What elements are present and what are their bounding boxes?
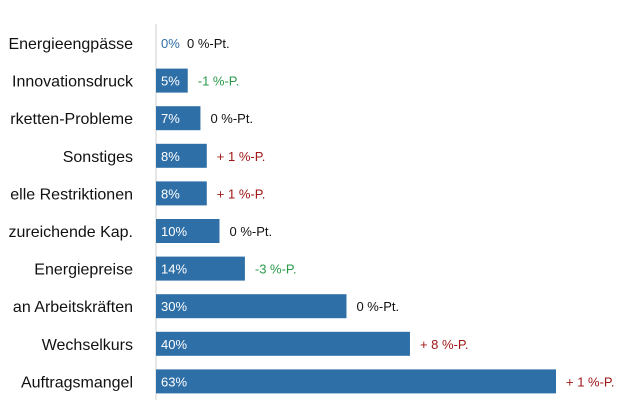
category-label: Wechselkurs [42,337,133,354]
bar-row: zureichende Kap. 10% 0 %-Pt. [8,219,272,243]
bar-value-label: 5% [161,74,180,89]
bar-row: Energiepreise 14% -3 %-P. [34,256,297,281]
bar [156,294,347,319]
bar-row: Auftragsmangel 63% + 1 %-P. [21,369,615,394]
bar [156,369,556,394]
category-label: rketten-Probleme [10,111,133,128]
bar-row: Wechselkurs 40% + 8 %-P. [42,331,469,356]
bar-value-label: 8% [161,149,180,164]
category-label: Auftragsmangel [21,374,133,391]
bar-value-label: 10% [161,224,187,239]
change-label: 0 %-Pt. [356,299,399,314]
bar-row: an Arbeitskräften 30% 0 %-Pt. [13,294,399,319]
change-label: 0 %-Pt. [187,36,230,51]
change-label: + 1 %-P. [566,374,615,389]
bar-value-label: 14% [161,262,187,277]
bar [156,219,220,243]
bar-row: Energieengpässe 0% 0 %-Pt. [8,36,229,53]
bar-value-label: 30% [161,299,187,314]
change-label: 0 %-Pt. [210,111,253,126]
category-label: an Arbeitskräften [13,299,133,316]
bar-row: elle Restriktionen 8% + 1 %-P. [10,181,266,206]
category-label: Energiepreise [34,262,133,279]
bar [156,331,410,356]
bar [156,181,207,206]
category-label: zureichende Kap. [8,224,133,241]
bar-row: Innovationsdruck 5% -1 %-P. [12,68,240,93]
change-label: + 1 %-P. [217,149,266,164]
category-label: Sonstiges [63,149,133,166]
change-label: -1 %-P. [198,74,240,89]
bar-value-label: 8% [161,186,180,201]
bar [156,256,245,281]
bar [156,68,188,93]
bar-value-label: 63% [161,374,187,389]
bar-value-label: 7% [161,111,180,126]
category-label: elle Restriktionen [10,186,133,203]
category-label: Innovationsdruck [12,74,134,91]
bar-row: Sonstiges 8% + 1 %-P. [63,143,266,168]
bar-value-label: 40% [161,337,187,352]
bar-value-label: 0% [161,36,180,51]
bar-row: rketten-Probleme 7% 0 %-Pt. [10,106,253,131]
category-label: Energieengpässe [8,36,133,53]
bar [156,106,201,131]
bar [156,143,207,168]
chart-rows: Energieengpässe 0% 0 %-Pt. Innovationsdruck… [8,36,615,394]
change-label: -3 %-P. [255,262,297,277]
change-label: 0 %-Pt. [229,224,272,239]
change-label: + 1 %-P. [217,186,266,201]
change-label: + 8 %-P. [420,337,469,352]
